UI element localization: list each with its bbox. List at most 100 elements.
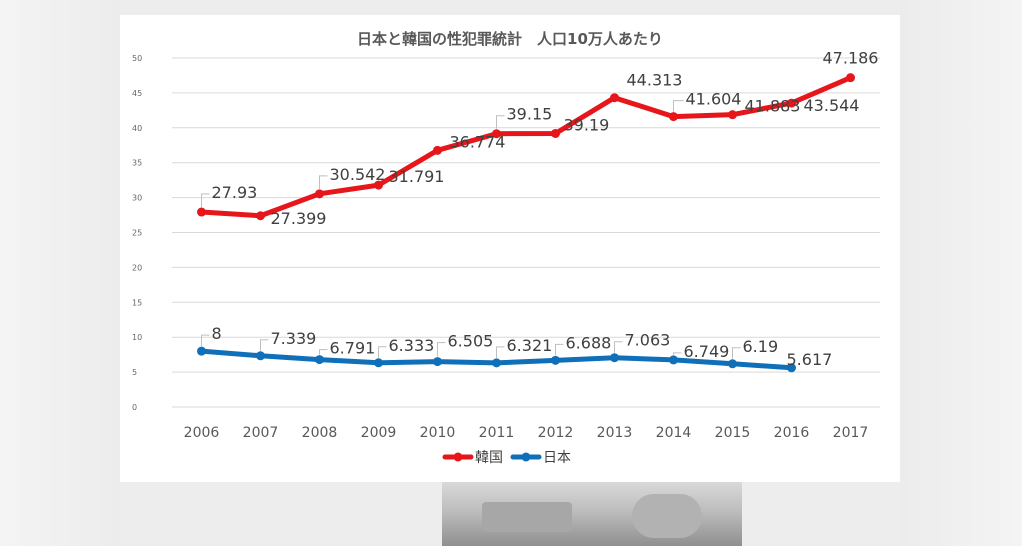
data-label: 43.544: [804, 96, 860, 115]
legend: 韓国 日本: [442, 450, 571, 466]
y-tick-label: 30: [132, 194, 142, 203]
label-leader-line: [614, 341, 623, 353]
data-label: 5.617: [787, 350, 833, 369]
x-tick-label: 2011: [479, 425, 515, 441]
chart-title: 日本と韓国の性犯罪統計 人口10万人あたり: [357, 30, 663, 48]
x-tick-label: 2015: [715, 425, 751, 441]
data-point: [315, 189, 324, 199]
x-tick-label: 2013: [597, 425, 633, 441]
x-tick-label: 2012: [538, 425, 574, 441]
data-point: [610, 353, 619, 363]
data-point: [374, 180, 383, 190]
label-leader-line: [496, 346, 505, 358]
data-point: [374, 358, 383, 368]
x-tick-label: 2010: [420, 425, 456, 441]
data-point: [669, 355, 678, 365]
data-point: [610, 93, 619, 103]
label-leader-line: [673, 100, 684, 112]
data-point: [669, 112, 678, 122]
data-label: 39.15: [507, 105, 553, 124]
data-label: 6.505: [448, 332, 494, 351]
left-background: [0, 0, 120, 546]
grid: [172, 57, 880, 408]
y-tick-label: 50: [132, 54, 142, 63]
legend-entry: 韓国: [475, 450, 503, 466]
series-line: [199, 75, 853, 219]
data-point: [197, 207, 206, 217]
x-tick-label: 2009: [361, 425, 397, 441]
y-tick-label: 40: [132, 124, 142, 133]
data-label: 8: [212, 324, 222, 343]
data-label: 31.791: [389, 167, 445, 186]
data-point: [846, 73, 855, 83]
data-point: [492, 129, 501, 139]
data-point: [256, 211, 265, 221]
label-leader-line: [201, 334, 210, 347]
background-photo: [442, 482, 742, 546]
x-axis-ticks: 2006 2007 2008 2009 2010 2011 2012 2013 2014 2015…: [184, 425, 869, 441]
label-leader-line: [260, 339, 269, 351]
data-point: [787, 363, 796, 373]
data-label: 7.339: [271, 329, 317, 348]
data-label: 39.19: [564, 115, 610, 134]
data-label: 41.883: [745, 97, 801, 116]
data-point: [315, 355, 324, 365]
x-tick-label: 2016: [774, 425, 810, 441]
data-point: [256, 351, 265, 361]
label-leader-line: [437, 342, 446, 357]
x-tick-label: 2017: [833, 425, 869, 441]
label-leader-line: [555, 343, 564, 356]
legend-entry: 日本: [543, 450, 571, 466]
data-label: 6.321: [507, 336, 553, 355]
x-tick-label: 2008: [302, 425, 338, 441]
data-point: [492, 358, 501, 368]
data-label: 44.313: [627, 71, 683, 90]
right-background: [900, 0, 1022, 546]
y-tick-label: 45: [132, 89, 142, 98]
series-layer: [197, 73, 855, 373]
line-chart: 日本と韓国の性犯罪統計 人口10万人あたり 0 5 10 15 20 25 30 35 40 45…: [132, 30, 880, 466]
data-label: 6.791: [330, 339, 376, 358]
y-tick-label: 20: [132, 263, 142, 272]
data-point: [551, 355, 560, 365]
data-label: 30.542: [330, 165, 386, 184]
data-point: [197, 346, 206, 356]
label-leader-line: [378, 346, 387, 358]
data-label: 6.749: [684, 342, 730, 361]
data-point: [728, 110, 737, 120]
y-tick-label: 15: [132, 298, 142, 307]
x-tick-label: 2007: [243, 425, 279, 441]
data-label: 6.333: [389, 336, 435, 355]
data-label: 27.93: [212, 183, 258, 202]
legend-swatch-marker: [453, 452, 463, 462]
photo-shape: [482, 502, 572, 532]
photo-shape: [632, 494, 702, 538]
data-label: 47.186: [823, 49, 879, 68]
data-label: 6.688: [566, 333, 612, 352]
data-label: 7.063: [625, 331, 671, 350]
y-tick-label: 25: [132, 229, 142, 238]
y-tick-label: 5: [132, 368, 137, 377]
y-tick-label: 10: [132, 333, 142, 342]
legend-swatch-marker: [521, 452, 531, 462]
y-axis-ticks: 0 5 10 15 20 25 30 35 40 45 50: [132, 54, 142, 412]
data-label: 6.19: [743, 337, 779, 356]
data-point: [787, 98, 796, 108]
data-point: [728, 359, 737, 369]
label-leader-line: [201, 193, 210, 208]
data-label: 41.604: [686, 90, 742, 109]
data-label: 36.774: [450, 132, 506, 151]
y-tick-label: 35: [132, 159, 142, 168]
data-point: [433, 357, 442, 367]
data-point: [433, 145, 442, 155]
chart-card: 日本と韓国の性犯罪統計 人口10万人あたり 0 5 10 15 20 25 30 35 40 45…: [120, 15, 900, 482]
label-leader-line: [496, 115, 505, 129]
label-leader-line: [319, 349, 328, 355]
data-label: 27.399: [271, 209, 327, 228]
y-tick-label: 0: [132, 403, 137, 412]
label-leader-line: [319, 175, 328, 189]
label-leader-line: [732, 347, 741, 359]
x-tick-label: 2014: [656, 425, 692, 441]
data-point: [551, 128, 560, 138]
